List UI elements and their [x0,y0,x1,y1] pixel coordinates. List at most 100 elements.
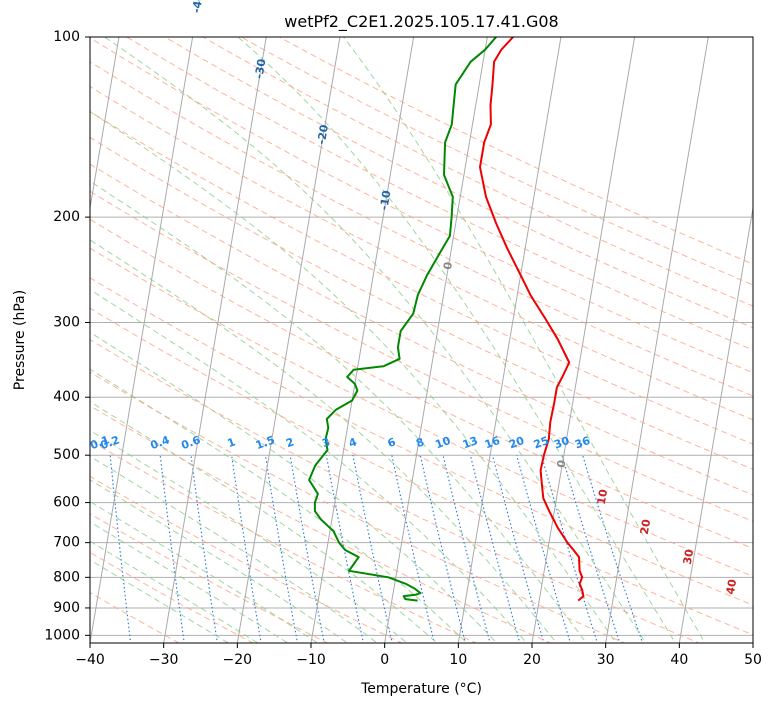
sounding-profiles [308,37,585,602]
dry-adiabats [90,37,753,643]
moist-adiabat [90,110,617,643]
isotherm-label: -20 [315,123,331,145]
y-tick-label: 100 [53,29,80,45]
x-axis-title: Temperature (°C) [360,681,482,697]
y-tick-label: 900 [53,600,80,616]
x-tick-label: 40 [670,652,688,668]
y-tick-label: 1000 [44,627,80,643]
x-tick-label: 20 [523,652,541,668]
isotherm-label: -40 [190,0,206,14]
isopleth-labels: -100-90-80-70-60-50-40-30-20-10010203040… [88,0,739,596]
isotherm-line [678,204,753,643]
dry-adiabat [90,405,552,643]
x-tick-label: 30 [597,652,615,668]
x-tick-label: −20 [223,652,253,668]
mixing-ratio-label: 20 [507,434,526,452]
mixing-ratio-label: 10 [433,434,452,452]
dry-adiabat [90,190,753,522]
moist-adiabat-label: 10 [595,488,610,506]
mixing-ratio-line [582,455,644,643]
mixing-ratio-line [190,455,218,643]
mixing-ratio-label: 6 [386,435,398,450]
moist-adiabat [90,429,408,643]
mixing-ratio-label: 8 [414,435,426,450]
dry-adiabat [90,136,753,470]
isotherm-line [384,37,488,643]
x-tick-label: 50 [744,652,762,668]
y-tick-label: 300 [53,314,80,330]
mixing-ratio-line [561,455,621,643]
isotherm-label: -10 [377,189,393,211]
isobar-gridlines [90,37,753,636]
moist-adiabat [90,401,438,643]
moist-adiabat [90,479,349,643]
isotherm-line [310,37,415,643]
mixing-ratio-line [419,455,466,643]
mixing-ratio-label: 0.2 [99,433,122,452]
moist-adiabat [90,289,528,643]
mixing-ratio-label: 16 [483,434,502,452]
mixing-ratio-label: 2 [284,435,296,450]
temperature-profile-line [479,37,585,602]
mixing-ratio-line [325,455,364,643]
x-tick-label: −30 [149,652,179,668]
isotherm-line [236,37,341,643]
mixing-ratio-label: 0.4 [149,433,172,452]
mixing-ratio-line [391,455,435,643]
x-tick-label: 10 [449,652,467,668]
isotherm-zero-label: 0 [554,459,568,469]
moist-adiabat [90,559,230,643]
mixing-ratio-label: 1 [226,435,238,450]
dry-adiabat [90,247,753,577]
y-tick-label: 600 [53,495,80,511]
y-tick-label: 800 [53,569,80,585]
y-tick-label: 500 [53,447,80,463]
moist-adiabats [90,37,706,643]
mixing-ratio-label: 30 [552,434,571,452]
x-tick-label: −40 [75,652,105,668]
mixing-ratio-line [264,455,299,643]
mixing-ratio-label: 0.6 [179,433,202,452]
x-tick-label: −10 [296,652,326,668]
dry-adiabat [90,218,753,550]
isotherm-line [163,37,267,643]
mixing-ratio-line [491,455,545,643]
dry-adiabat [90,307,753,636]
mixing-ratio-line [540,455,598,643]
mixing-ratio-label: 0.1 [88,433,111,452]
moist-adiabat [90,540,259,643]
moist-adiabat [90,239,558,643]
x-tick-label: 0 [380,652,389,668]
dry-adiabat [90,111,753,445]
mixing-ratio-label: 36 [573,434,592,452]
y-tick-label: 700 [53,535,80,551]
dry-adiabat [90,513,329,643]
dry-adiabat [90,277,753,606]
mixing-ratio-line [469,455,521,643]
moist-adiabat [90,455,379,643]
isotherm-label: 0 [441,261,455,271]
mixing-ratio-label: 4 [347,435,359,450]
mixing-ratio-label: 25 [532,434,551,451]
moist-adiabat-label: 40 [724,578,739,596]
isotherm-line [457,37,562,643]
dry-adiabat [201,37,753,307]
isotherm-line [90,37,194,643]
dewpoint-profile-line [308,37,497,602]
y-axis: 100 200 300 400 500 600 700 800 900 1000 [44,29,90,643]
x-axis: −40 −30 −20 −10 0 10 20 30 40 50 [75,643,762,668]
moist-adiabat-label: 20 [638,518,653,536]
isotherm-line [531,37,636,643]
isotherm-lines [90,37,753,643]
y-tick-label: 400 [53,389,80,405]
dry-adiabat [90,551,255,643]
moist-adiabat-label: 30 [681,548,696,566]
moist-adiabat [104,37,647,643]
y-axis-title: Pressure (hPa) [12,290,28,390]
moist-adiabat [90,331,498,643]
isotherm-label: -30 [252,58,268,80]
moist-adiabat [90,180,588,643]
mixing-ratio-line [442,455,491,643]
plot-frame [89,36,754,644]
mixing-ratio-label: 1.5 [254,433,277,452]
